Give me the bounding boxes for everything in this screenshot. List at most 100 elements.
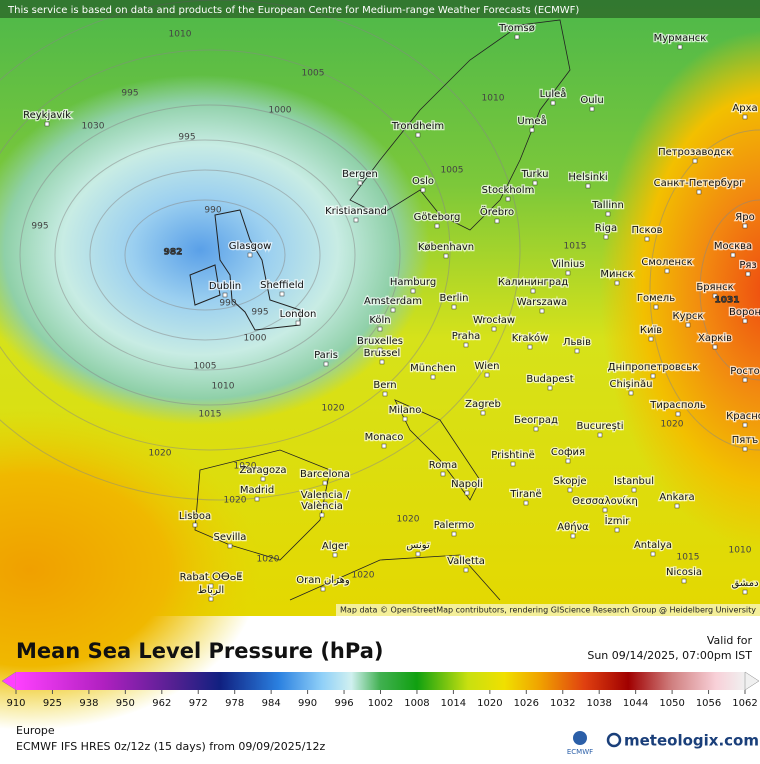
city-label: Tromsø [498,23,535,34]
city-label: Београд [514,415,558,426]
city-marker [322,501,328,507]
brand-icon [606,732,622,748]
city-label: Roma [429,460,458,471]
city-label: Zagreb [465,399,501,410]
city-label: София [551,447,585,458]
isobar-label: 995 [251,308,268,318]
isobar-label: 1005 [441,166,464,176]
city-marker [742,589,748,595]
colorbar-tick-label: 972 [189,698,208,709]
city-marker [254,496,260,502]
isobar-label: 1030 [82,122,105,132]
city-marker [648,336,654,342]
city-label: Alger [322,541,349,552]
city-label: Turku [521,169,549,180]
colorbar-tick-label: 1056 [696,698,721,709]
city-label: Prishtinë [491,450,534,461]
city-label: Luleå [540,87,567,100]
city-marker [653,304,659,310]
city-marker [685,322,691,328]
city-label: Reykjavík [23,109,71,121]
city-label: Харків [698,332,732,344]
city-marker [597,432,603,438]
isobar-label: 1015 [677,553,700,563]
city-marker [650,373,656,379]
city-marker [644,236,650,242]
city-marker [605,211,611,217]
city-marker [565,458,571,464]
isobar-label: 1010 [169,30,192,40]
model-info: ECMWF IFS HRES 0z/12z (15 days) from 09/… [16,740,326,753]
city-marker [712,293,718,299]
city-marker [420,187,426,193]
city-label: Trondheim [391,121,444,132]
city-label: Lisboa [179,511,211,522]
city-marker [505,196,511,202]
colorbar-tick-label: 1062 [732,698,757,709]
region: Europe [16,724,55,737]
city-label: Яро [735,212,754,223]
city-marker [415,132,421,138]
isobar-label: 1015 [564,242,587,252]
colorbar-tick-label: 1050 [659,698,684,709]
city-marker [464,490,470,496]
isobar-label: 982 [164,248,183,258]
city-marker [529,127,535,133]
city-label: تونس [406,540,430,551]
city-marker [227,543,233,549]
city-label: Dublin [209,281,241,292]
city-marker [745,271,751,277]
city-label: Oran وهران [296,575,350,586]
city-label: Göteborg [414,212,461,223]
attribution: Map data © OpenStreetMap contributors, r… [340,606,756,615]
isobar-label: 995 [178,133,195,143]
city-marker [539,308,545,314]
city-label: Арха [732,103,757,114]
colorbar-tick-label: 910 [6,698,25,709]
city-label: Псков [631,225,662,236]
city-marker [484,372,490,378]
city-marker [382,391,388,397]
city-marker [208,596,214,602]
city-label: Warszawa [517,297,567,308]
colorbar-tick-label: 1014 [441,698,466,709]
city-label: Ankara [659,492,694,503]
city-label: Hamburg [390,277,436,288]
city-label: București [577,421,624,432]
brand: meteologix.com [624,732,759,750]
city-marker [742,422,748,428]
isobar-label: 1000 [244,334,267,344]
city-label: Θεσσαλονίκη [572,495,638,507]
isobar-label: 995 [121,89,138,99]
city-marker [357,180,363,186]
city-marker [742,114,748,120]
city-label: Москва [714,241,752,252]
city-label: Калининград [498,277,568,288]
city-marker [430,374,436,380]
city-label: Брянск [696,282,733,293]
city-label: København [418,242,474,253]
city-marker [675,411,681,417]
city-label: İzmir [605,514,631,527]
city-label: Αθήνα [557,521,589,533]
city-marker [628,390,634,396]
city-label: Мурманск [654,33,707,44]
valid-time: Sun 09/14/2025, 07:00pm IST [587,649,752,662]
colorbar-tick-label: 1032 [550,698,575,709]
city-label: Курск [673,311,704,322]
valid-label: Valid for [707,634,753,647]
colorbar-tick-label: 1008 [404,698,429,709]
city-marker [247,252,253,258]
city-label: الرباط [198,585,224,596]
city-marker [650,551,656,557]
city-label: Красно [726,411,760,422]
city-marker [451,531,457,537]
city-marker [530,288,536,294]
city-marker [631,487,637,493]
city-label: Львів [563,336,591,348]
city-marker [677,44,683,50]
city-label: Palermo [434,520,474,531]
notice: This service is based on data and produc… [7,5,579,16]
city-marker [602,507,608,513]
